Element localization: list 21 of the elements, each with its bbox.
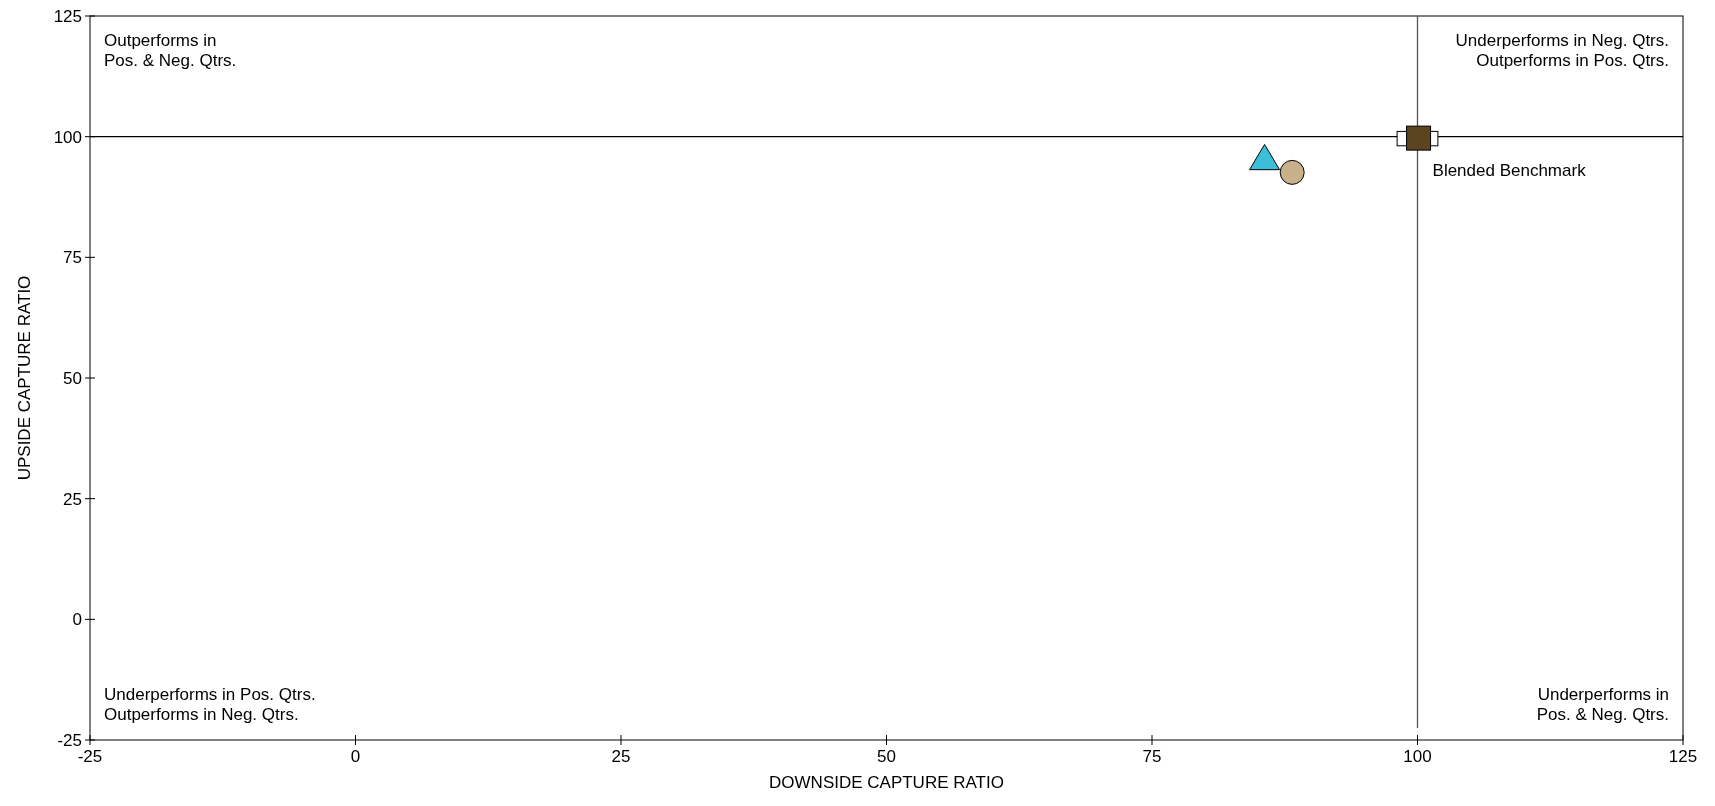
- x-tick-label: 25: [611, 747, 631, 766]
- annotation: Underperforms in Pos. & Neg. Qtrs.: [1536, 685, 1669, 724]
- x-tick-label: -25: [77, 747, 103, 766]
- y-tick-label: -25: [57, 731, 82, 750]
- annotation: Outperforms in Pos. & Neg. Qtrs.: [104, 31, 237, 70]
- x-tick-label: 100: [1403, 747, 1432, 766]
- y-tick-label: 50: [63, 369, 82, 388]
- x-tick-label: 125: [1668, 747, 1698, 766]
- x-tick-label: 0: [350, 747, 361, 766]
- y-tick-label: 125: [53, 7, 82, 26]
- y-tick-label: 0: [72, 610, 82, 630]
- annotation: Underperforms in Pos. Qtrs. Outperforms in Neg. Qtrs.: [104, 685, 316, 724]
- x-tick-label: 50: [877, 747, 896, 766]
- y-tick-label: 75: [63, 248, 82, 268]
- series-label: Blended Benchmark: [1432, 161, 1587, 181]
- x-tick-label: 75: [1142, 747, 1162, 766]
- y-tick-label: 25: [63, 489, 82, 509]
- y-axis-title: UPSIDE CAPTURE RATIO: [15, 275, 34, 481]
- y-tick-label: 100: [53, 127, 82, 147]
- annotation: Underperforms in Neg. Qtrs. Outperforms in Pos. Qtrs.: [1455, 31, 1669, 70]
- x-axis-title: DOWNSIDE CAPTURE RATIO: [769, 773, 1004, 792]
